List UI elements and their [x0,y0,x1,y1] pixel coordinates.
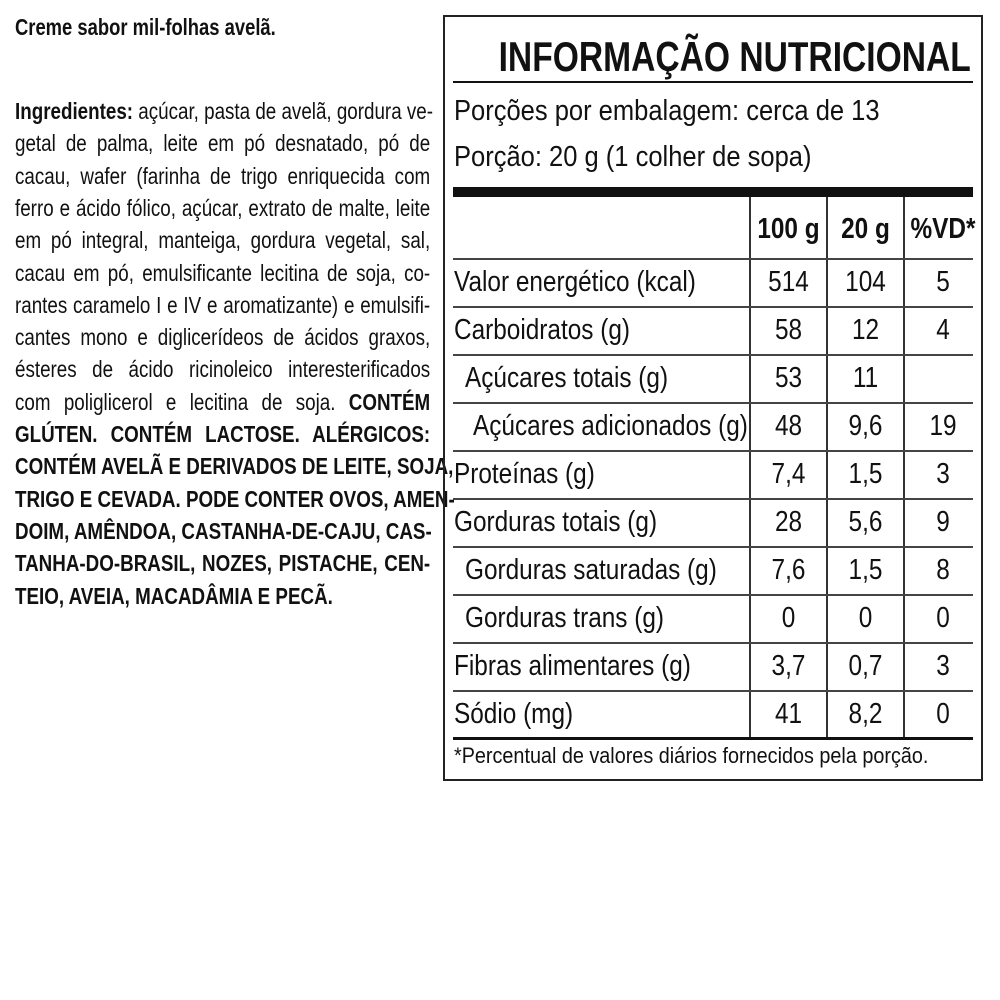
nutrient-value-v100: 28 [774,506,803,538]
nutrient-value-v100: 58 [774,314,803,346]
text: cantes mono e diglicerídeos de ácidos gr… [15,324,431,351]
nutrient-value-v100: 41 [774,698,803,730]
bold-text: TRIGO E CEVADA. PODE CONTER OVOS, AMEN- [15,485,455,512]
ingredients-line: TRIGO E CEVADA. PODE CONTER OVOS, AMEN- [15,485,455,513]
ingredients-line: cantes mono e diglicerídeos de ácidos gr… [15,323,430,351]
nutrient-value-v20: 1,5 [848,554,883,586]
product-name: Creme sabor mil-folhas avelã. [15,14,276,40]
row-divider [453,642,973,644]
nutrient-value-v100: 7,4 [771,458,806,490]
ingredients-line: Ingredientes: açúcar, pasta de avelã, go… [15,97,433,125]
ingredients-line: com poliglicerol e lecitina de soja. CON… [15,388,430,416]
text: em pó integral, manteiga, gordura vegeta… [15,227,431,254]
nutrient-value-v100: 53 [774,362,803,394]
row-divider [453,498,973,500]
column-header-20g: 20 g [841,213,890,245]
row-divider [453,354,973,356]
nutrient-value-vd: 0 [936,602,950,634]
nutrient-value-v20: 0,7 [848,650,883,682]
bold-text: CONTÉM AVELÃ E DERIVADOS DE LEITE, SOJA, [15,453,454,480]
nutrient-label: Açúcares totais (g) [465,362,669,394]
nutrient-value-vd: 9 [936,506,950,538]
nutrient-value-vd: 19 [929,410,957,442]
nutrient-value-v20: 12 [851,314,880,346]
bold-text: TANHA-DO-BRASIL, NOZES, PISTACHE, CEN- [15,550,431,577]
column-divider [749,197,751,738]
nutrient-label: Sódio (mg) [454,698,574,730]
ingredients-line: cacau, wafer (farinha de trigo enriqueci… [15,162,430,190]
nutrient-value-vd: 8 [936,554,950,586]
row-divider [453,402,973,404]
text: com poliglicerol e lecitina de soja. [15,388,349,415]
nutrient-value-v20: 5,6 [848,506,883,538]
nutrient-label: Gorduras trans (g) [465,602,665,634]
nutrient-label: Fibras alimentares (g) [454,650,691,682]
thick-divider [453,187,973,197]
ingredients-line: getal de palma, leite em pó desnatado, p… [15,129,430,157]
ingredients-line: CONTÉM AVELÃ E DERIVADOS DE LEITE, SOJA, [15,452,453,480]
bold-text: Ingredientes: [15,98,139,124]
ingredients-line: GLÚTEN. CONTÉM LACTOSE. ALÉRGICOS: [15,420,430,448]
text: cacau em pó, emulsificante lecitina de s… [15,259,431,286]
nutrient-value-v20: 8,2 [848,698,883,730]
bottom-divider [453,737,973,740]
nutrient-value-vd: 4 [936,314,950,346]
row-divider [453,258,973,260]
text: ferro e ácido fólico, açúcar, extrato de… [15,194,431,221]
bold-text: DOIM, AMÊNDOA, CASTANHA-DE-CAJU, CAS- [15,517,432,544]
nutrient-value-v20: 11 [852,362,879,394]
bold-text: CONTÉM [348,388,431,415]
ingredients-line: em pó integral, manteiga, gordura vegeta… [15,226,430,254]
bold-text: GLÚTEN. CONTÉM LACTOSE. ALÉRGICOS: [15,421,431,447]
ingredients-line: TEIO, AVEIA, MACADÂMIA E PECÃ. [15,582,430,610]
text: getal de palma, leite em pó desnatado, p… [15,130,431,157]
ingredients-line: ferro e ácido fólico, açúcar, extrato de… [15,194,430,222]
text: cacau, wafer (farinha de trigo enriqueci… [15,162,431,189]
nutrient-value-vd: 5 [936,266,950,298]
serving-size: Porção: 20 g (1 colher de sopa) [454,141,812,173]
nutrient-label: Gorduras totais (g) [454,506,658,538]
row-divider [453,690,973,692]
nutrient-value-vd: 3 [936,650,950,682]
ingredients-line: rantes caramelo I e IV e aromatizante) e… [15,291,430,319]
column-divider [903,197,905,738]
ingredients-line: cacau em pó, emulsificante lecitina de s… [15,259,430,287]
ingredients-line: DOIM, AMÊNDOA, CASTANHA-DE-CAJU, CAS- [15,517,432,545]
row-divider [453,450,973,452]
nutrient-value-v20: 9,6 [848,410,883,442]
nutrient-label: Gorduras saturadas (g) [465,554,717,586]
nutrition-title: INFORMAÇÃO NUTRICIONAL [498,33,971,80]
text: açúcar, pasta de avelã, gordura ve- [138,98,433,124]
nutrient-value-v20: 1,5 [848,458,883,490]
nutrient-label: Carboidratos (g) [454,314,631,346]
row-divider [453,546,973,548]
nutrition-facts-table: INFORMAÇÃO NUTRICIONAL Porções por embal… [443,15,983,781]
nutrient-label: Proteínas (g) [454,458,595,490]
column-header-100g: 100 g [757,213,820,245]
nutrient-value-v20: 0 [858,602,873,634]
nutrient-value-v100: 3,7 [771,650,806,682]
divider [453,81,973,83]
row-divider [453,306,973,308]
servings-per-package: Porções por embalagem: cerca de 13 [454,95,880,127]
nutrient-value-v20: 104 [845,266,886,298]
ingredients-line: TANHA-DO-BRASIL, NOZES, PISTACHE, CEN- [15,549,430,577]
text: rantes caramelo I e IV e aromatizante) e… [15,291,431,318]
nutrient-label: Açúcares adicionados (g) [473,410,748,442]
nutrient-value-vd: 0 [936,698,950,730]
ingredients-line: ésteres de ácido ricinoleico interesteri… [15,355,430,383]
nutrient-value-v100: 0 [781,602,796,634]
column-header-vd: %VD* [910,213,976,245]
nutrient-label: Valor energético (kcal) [454,266,696,298]
bold-text: TEIO, AVEIA, MACADÂMIA E PECÃ. [15,582,333,609]
nutrient-value-v100: 514 [768,266,809,298]
text: ésteres de ácido ricinoleico interesteri… [15,356,431,383]
nutrient-value-v100: 7,6 [771,554,806,586]
row-divider [453,594,973,596]
nutrient-value-vd: 3 [936,458,950,490]
footnote: *Percentual de valores diários fornecido… [454,743,929,768]
nutrient-value-v100: 48 [774,410,803,442]
column-divider [826,197,828,738]
